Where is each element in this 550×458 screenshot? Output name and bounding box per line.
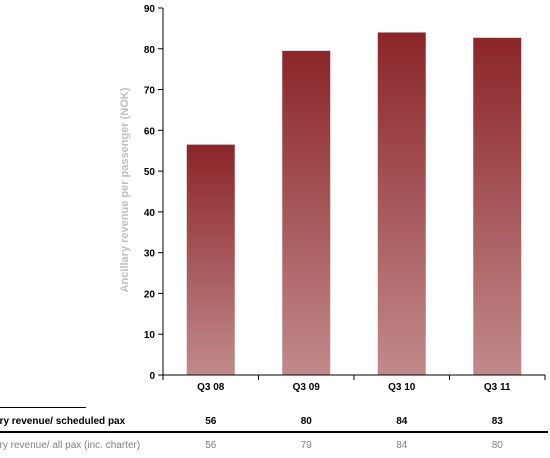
y-tick-label: 90 <box>144 4 156 15</box>
x-tick-label: Q3 10 <box>388 382 416 393</box>
table-divider <box>0 431 548 433</box>
table-row: ary revenue/ scheduled pax 56 80 84 83 <box>0 412 550 434</box>
table-row: ary revenue/ all pax (inc. charter) 56 7… <box>0 436 550 458</box>
x-tick-label: Q3 11 <box>484 382 511 393</box>
bar <box>186 144 235 375</box>
bar <box>282 50 331 376</box>
y-axis-label: Ancillary revenue per passenger (NOK) <box>119 87 131 292</box>
y-tick-label: 20 <box>144 289 156 300</box>
row-value: 56 <box>205 440 217 451</box>
y-tick-label: 10 <box>144 330 156 341</box>
row-value: 80 <box>491 440 503 451</box>
x-tick-label: Q3 09 <box>293 382 321 393</box>
row-value: 84 <box>396 440 408 451</box>
row-label-scheduled-pax: ary revenue/ scheduled pax <box>0 416 126 427</box>
y-tick-label: 60 <box>144 126 156 137</box>
row-value: 84 <box>396 416 408 427</box>
bar <box>377 32 426 375</box>
row-label-all-pax: ary revenue/ all pax (inc. charter) <box>0 440 141 451</box>
row-value: 79 <box>300 440 312 451</box>
y-tick-label: 0 <box>149 371 155 382</box>
y-tick-label: 80 <box>144 45 156 56</box>
bar <box>473 37 522 376</box>
y-tick-label: 30 <box>144 249 156 260</box>
row-value: 83 <box>491 416 503 427</box>
row-value: 56 <box>205 416 217 427</box>
y-tick-label: 40 <box>144 208 156 219</box>
y-tick-label: 70 <box>144 86 156 97</box>
y-tick-label: 50 <box>144 167 156 178</box>
plot-area: 0 10 20 30 40 50 60 70 80 90 Q3 08 Q3 09 Q3 10 Q3 11 <box>144 4 546 393</box>
table-top-rule <box>0 407 86 408</box>
x-tick-label: Q3 08 <box>197 382 225 393</box>
row-value: 80 <box>300 416 312 427</box>
